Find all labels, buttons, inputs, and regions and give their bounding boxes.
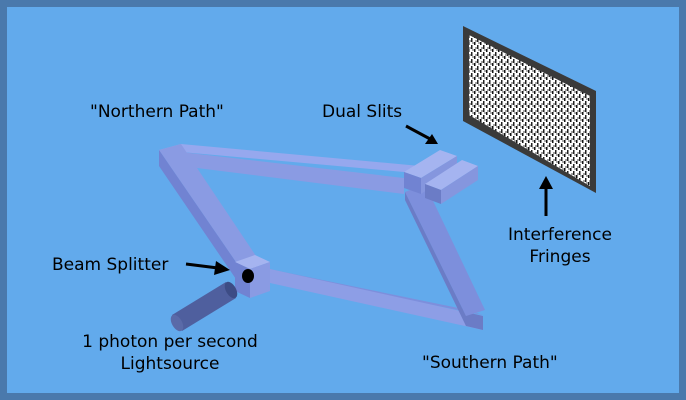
- southern-path-label: "Southern Path": [422, 353, 558, 373]
- northern-path-descent: [159, 144, 260, 285]
- arrow-beam-splitter: [185, 261, 230, 275]
- southern-path-rise: [405, 184, 485, 326]
- lightsource-label-line1: 1 photon per second: [82, 332, 258, 352]
- northern-path: [159, 144, 420, 194]
- beam-splitter-block: [235, 255, 270, 298]
- lightsource-label-line2: Lightsource: [120, 354, 220, 374]
- southern-path: [235, 262, 483, 330]
- northern-path-label: "Northern Path": [90, 102, 224, 122]
- interference-label-line2: Fringes: [529, 247, 591, 267]
- interference-label-line1: Interference: [507, 225, 612, 245]
- dual-slits-block: [404, 150, 478, 204]
- arrow-interference: [539, 176, 553, 216]
- beam-splitter-label: Beam Splitter: [52, 255, 169, 275]
- interference-screen: [463, 26, 596, 193]
- arrow-dual-slits: [405, 124, 438, 144]
- dual-slits-label: Dual Slits: [322, 102, 403, 122]
- lightsource: [170, 281, 238, 332]
